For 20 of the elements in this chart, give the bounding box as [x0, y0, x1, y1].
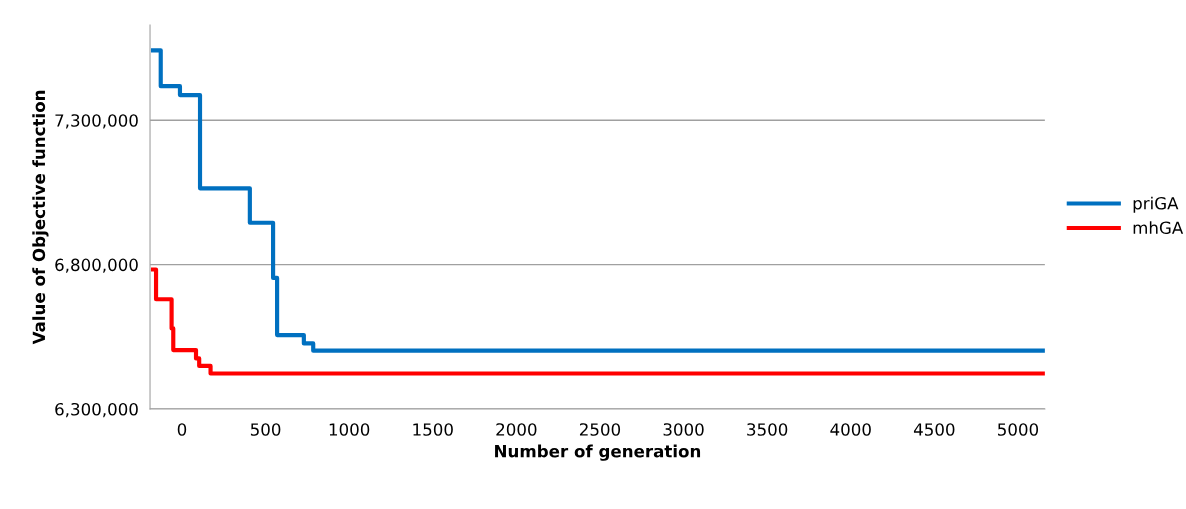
line-series — [150, 267, 1045, 376]
x-tick-label: 4500 — [913, 423, 955, 436]
x-tick-label: 500 — [250, 423, 281, 436]
x-axis-title: Number of generation — [495, 444, 701, 461]
x-tick-label: 0 — [177, 423, 187, 436]
x-tick-label: 3000 — [663, 423, 704, 436]
y-tick-label: 7,300,000 — [55, 114, 138, 129]
x-tick-label: 5000 — [998, 423, 1039, 436]
x-tick-label: 2500 — [579, 423, 621, 436]
x-tick-label: 3500 — [747, 423, 788, 436]
line-series — [150, 48, 1045, 353]
x-tick-label: 1000 — [329, 423, 370, 436]
x-tick-label: 1500 — [413, 423, 453, 436]
y-tick-label: 6,300,000 — [55, 402, 138, 418]
x-tick-label: 2000 — [496, 423, 537, 436]
x-tick-label: 4000 — [830, 423, 871, 436]
legend-label: mhGA — [1133, 221, 1184, 235]
legend-label: priGA — [1133, 196, 1179, 213]
y-tick-label: 6,800,000 — [55, 258, 138, 273]
y-axis-title: Value of Objective function — [32, 90, 49, 345]
